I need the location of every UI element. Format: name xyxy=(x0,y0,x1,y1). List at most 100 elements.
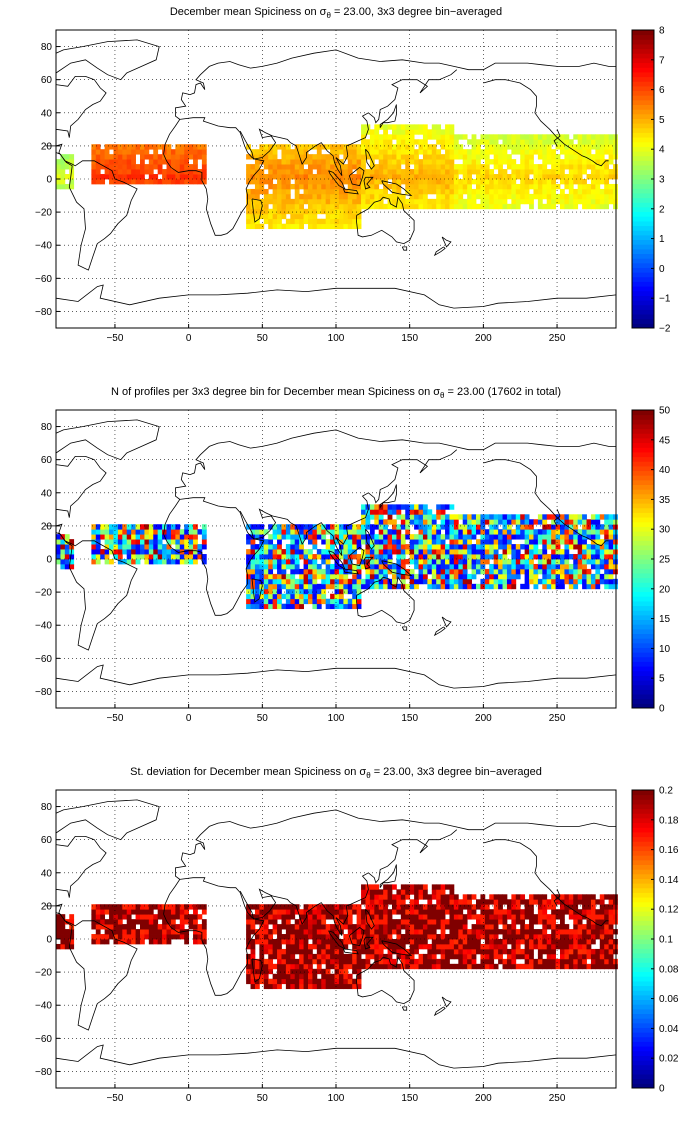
data-cell xyxy=(431,174,437,180)
data-cell xyxy=(480,953,486,960)
y-tick-label: −80 xyxy=(35,1067,52,1078)
data-cell xyxy=(586,144,592,150)
data-cell xyxy=(316,149,322,155)
data-cell xyxy=(374,504,380,510)
colorbar-segment xyxy=(632,985,654,991)
x-tick-label: 100 xyxy=(328,1093,345,1104)
data-cell xyxy=(564,193,570,200)
data-cell xyxy=(356,174,362,180)
data-cell xyxy=(197,914,203,920)
data-cell xyxy=(493,924,499,930)
data-cell xyxy=(436,198,442,205)
data-cell xyxy=(431,958,437,965)
data-cell xyxy=(440,154,446,160)
colorbar-segment xyxy=(632,276,654,282)
data-cell xyxy=(480,169,486,175)
data-cell xyxy=(188,549,194,555)
data-cell xyxy=(467,179,472,185)
data-cell xyxy=(290,963,296,970)
data-cell xyxy=(365,904,371,910)
data-cell xyxy=(64,939,70,945)
data-cell xyxy=(325,983,331,990)
data-cell xyxy=(387,149,393,155)
y-tick-label: 80 xyxy=(41,422,53,433)
data-cell xyxy=(250,904,256,910)
data-cell xyxy=(568,203,574,210)
data-cell xyxy=(378,578,384,585)
data-cell xyxy=(281,529,287,535)
data-cell xyxy=(414,554,419,560)
data-cell xyxy=(374,939,380,945)
data-cell xyxy=(445,563,450,570)
data-cell xyxy=(498,179,503,185)
data-cell xyxy=(334,183,340,190)
data-cell xyxy=(586,924,592,930)
data-cell xyxy=(259,953,265,960)
data-cell xyxy=(100,174,106,180)
data-cell xyxy=(604,939,610,945)
data-cell xyxy=(361,894,366,900)
data-cell xyxy=(484,568,490,575)
data-cell xyxy=(511,919,517,925)
data-cell xyxy=(334,179,340,185)
data-cell xyxy=(427,568,433,575)
data-cell xyxy=(560,529,565,535)
data-cell xyxy=(277,174,282,180)
data-cell xyxy=(462,578,468,585)
data-cell xyxy=(308,948,313,955)
data-cell xyxy=(166,924,172,930)
data-cell xyxy=(586,203,592,210)
data-cell xyxy=(502,524,508,530)
data-cell xyxy=(325,904,331,910)
data-cell xyxy=(352,223,358,230)
data-cell xyxy=(343,978,349,985)
data-cell xyxy=(449,554,455,560)
data-cell xyxy=(436,963,442,970)
data-cell xyxy=(445,904,450,910)
data-cell xyxy=(321,598,327,605)
data-cell xyxy=(595,198,601,205)
data-cell xyxy=(409,504,415,510)
data-cell xyxy=(440,504,446,510)
data-cell xyxy=(440,924,446,930)
data-cell xyxy=(405,144,411,150)
colorbar-segment xyxy=(632,109,654,115)
data-cell xyxy=(321,174,327,180)
data-cell xyxy=(254,568,260,575)
data-cell xyxy=(560,554,565,560)
data-cell xyxy=(131,534,136,540)
data-cell xyxy=(162,909,167,915)
data-cell xyxy=(113,169,119,175)
data-cell xyxy=(577,963,583,970)
data-cell xyxy=(131,559,136,565)
data-cell xyxy=(551,534,556,540)
data-cell xyxy=(498,894,503,900)
data-cell xyxy=(564,183,570,190)
data-cell xyxy=(140,179,145,185)
data-cell xyxy=(537,134,543,140)
data-cell xyxy=(453,963,459,970)
data-cell xyxy=(254,223,260,230)
data-cell xyxy=(387,894,393,900)
data-cell xyxy=(493,544,499,550)
data-cell xyxy=(586,929,592,935)
data-cell xyxy=(613,894,618,900)
data-cell xyxy=(392,544,397,550)
data-cell xyxy=(529,899,534,905)
data-cell xyxy=(506,953,512,960)
data-cell xyxy=(321,529,327,535)
data-cell xyxy=(515,174,521,180)
data-cell xyxy=(246,218,251,225)
data-cell xyxy=(418,953,424,960)
data-cell xyxy=(365,953,371,960)
colorbar-segment xyxy=(632,169,654,175)
data-cell xyxy=(427,149,433,155)
data-cell xyxy=(537,568,543,575)
colorbar-segment xyxy=(632,132,654,138)
data-cell xyxy=(405,534,411,540)
data-cell xyxy=(542,134,548,140)
colorbar-segment xyxy=(632,437,654,444)
data-cell xyxy=(431,519,437,525)
data-cell xyxy=(480,539,486,545)
data-cell xyxy=(520,144,526,150)
